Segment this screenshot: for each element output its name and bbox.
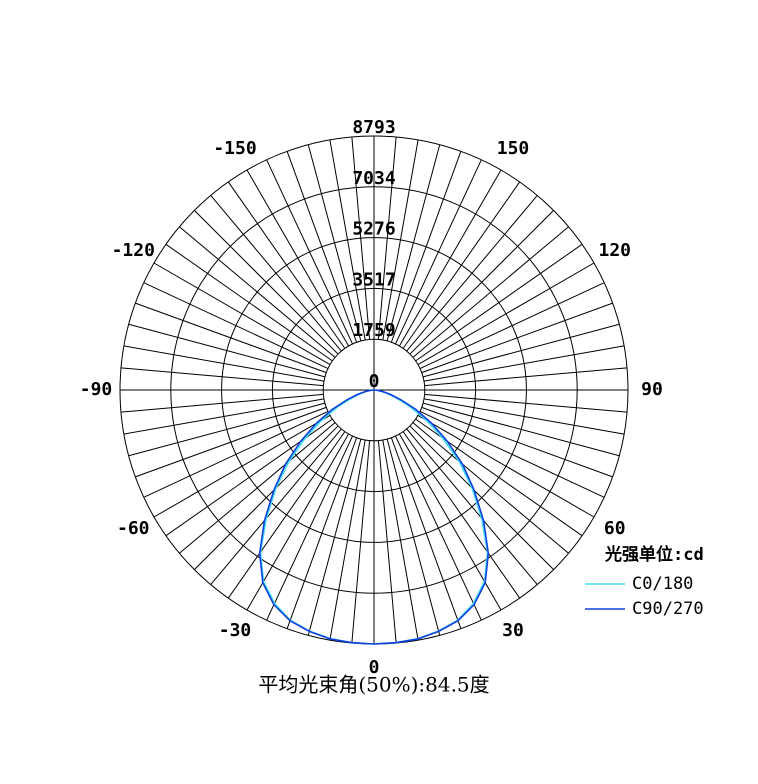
angle-tick-label: 60 — [604, 518, 626, 539]
legend-label: C0/180 — [632, 574, 693, 594]
angle-tick-label: -150 — [213, 138, 256, 159]
r-tick-label: 8793 — [352, 117, 395, 138]
ring — [170, 186, 578, 594]
ring — [322, 338, 426, 442]
ring — [271, 287, 477, 493]
angle-tick-label: -90 — [80, 379, 113, 400]
footer: 平均光束角(50%):84.5度 — [258, 673, 489, 697]
angle-tick-label: 90 — [641, 379, 663, 400]
legend-label: C90/270 — [632, 599, 704, 619]
r-tick-label: 5276 — [352, 219, 395, 240]
ring — [221, 237, 527, 543]
angle-tick-label: -60 — [117, 518, 150, 539]
angle-tick-label: 150 — [497, 138, 530, 159]
r-tick-label: 1759 — [352, 320, 395, 341]
r-tick-label: 3517 — [352, 269, 395, 290]
series-line — [258, 389, 490, 645]
r-tick-label: 0 — [369, 371, 380, 392]
angle-tick-label: 30 — [502, 620, 524, 641]
legend-title: 光强单位:cd — [604, 544, 704, 565]
angle-tick-label: -120 — [112, 240, 155, 261]
angle-tick-label: 0 — [369, 657, 380, 678]
angle-tick-label: -30 — [219, 620, 252, 641]
r-tick-label: 7034 — [352, 168, 396, 189]
angle-tick-label: 120 — [598, 240, 631, 261]
